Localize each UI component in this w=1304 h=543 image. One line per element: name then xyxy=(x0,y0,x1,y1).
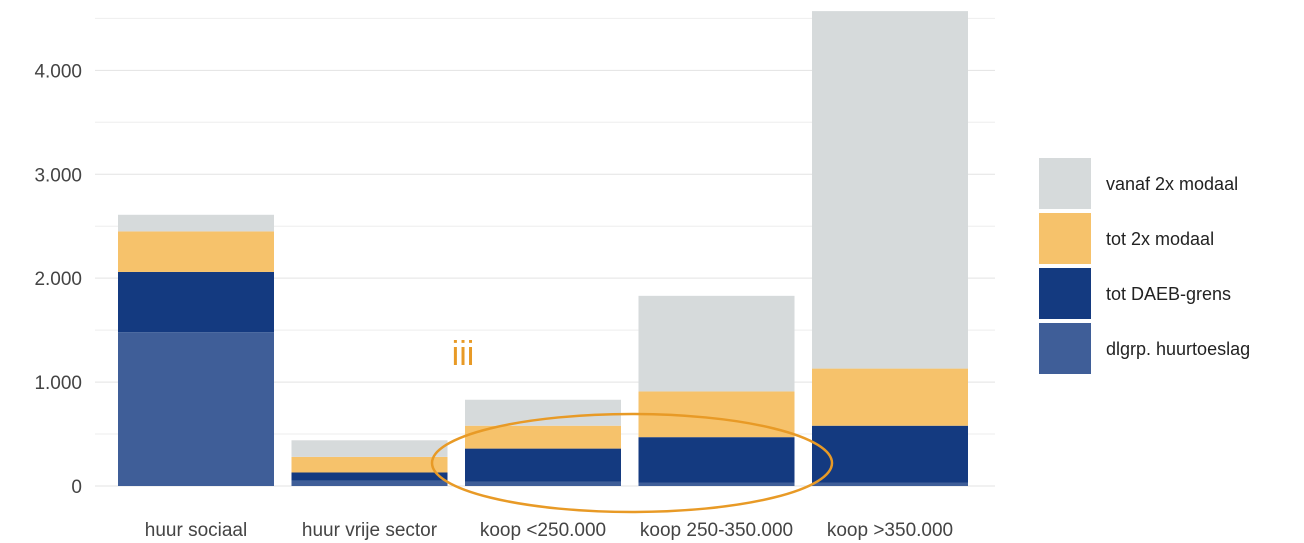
x-tick-label: koop >350.000 xyxy=(827,520,953,541)
bar-segment xyxy=(812,425,968,483)
y-axis-tick-labels: 0 1.000 2.000 3.000 4.000 xyxy=(34,61,82,498)
x-tick-label: huur sociaal xyxy=(145,520,247,541)
bar-segment xyxy=(812,11,968,369)
bar-segment xyxy=(291,480,448,486)
bar-segment xyxy=(118,271,274,333)
y-tick-label: 1.000 xyxy=(34,373,82,394)
legend-label: tot DAEB-grens xyxy=(1106,284,1231,304)
bar-segment xyxy=(465,425,621,449)
bar-segment xyxy=(638,295,795,392)
bar-segment xyxy=(638,482,795,486)
bar-segment xyxy=(465,399,621,426)
annotation-label: iii xyxy=(452,335,475,373)
y-tick-label: 0 xyxy=(71,477,82,498)
bar-segment xyxy=(118,214,274,232)
bar-segment xyxy=(291,440,448,457)
y-tick-label: 3.000 xyxy=(34,165,82,186)
bar-segment xyxy=(812,482,968,486)
legend-label: tot 2x modaal xyxy=(1106,229,1214,249)
highlight-ellipse xyxy=(430,412,834,514)
bar-segment xyxy=(465,448,621,482)
x-tick-label: koop <250.000 xyxy=(480,520,606,541)
bars xyxy=(118,11,968,486)
legend-label: vanaf 2x modaal xyxy=(1106,174,1238,194)
bar-segment xyxy=(291,472,448,481)
y-tick-label: 2.000 xyxy=(34,269,82,290)
x-axis-tick-labels: huur sociaal huur vrije sector koop <250.0… xyxy=(145,520,953,541)
bar-segment xyxy=(118,332,274,486)
legend-label: dlgrp. huurtoeslag xyxy=(1106,339,1250,359)
bar-segment xyxy=(291,456,448,473)
x-tick-label: koop 250-350.000 xyxy=(640,520,793,541)
legend-swatch xyxy=(1039,213,1091,264)
bar-segment xyxy=(812,368,968,426)
legend: vanaf 2x modaal tot 2x modaal tot DAEB-gre… xyxy=(1039,158,1250,374)
legend-swatch xyxy=(1039,158,1091,209)
bar-segment xyxy=(465,481,621,486)
legend-swatch xyxy=(1039,323,1091,374)
legend-swatch xyxy=(1039,268,1091,319)
y-tick-label: 4.000 xyxy=(34,61,82,82)
x-tick-label: huur vrije sector xyxy=(302,520,438,541)
bar-segment xyxy=(638,437,795,483)
bar-segment xyxy=(118,231,274,272)
